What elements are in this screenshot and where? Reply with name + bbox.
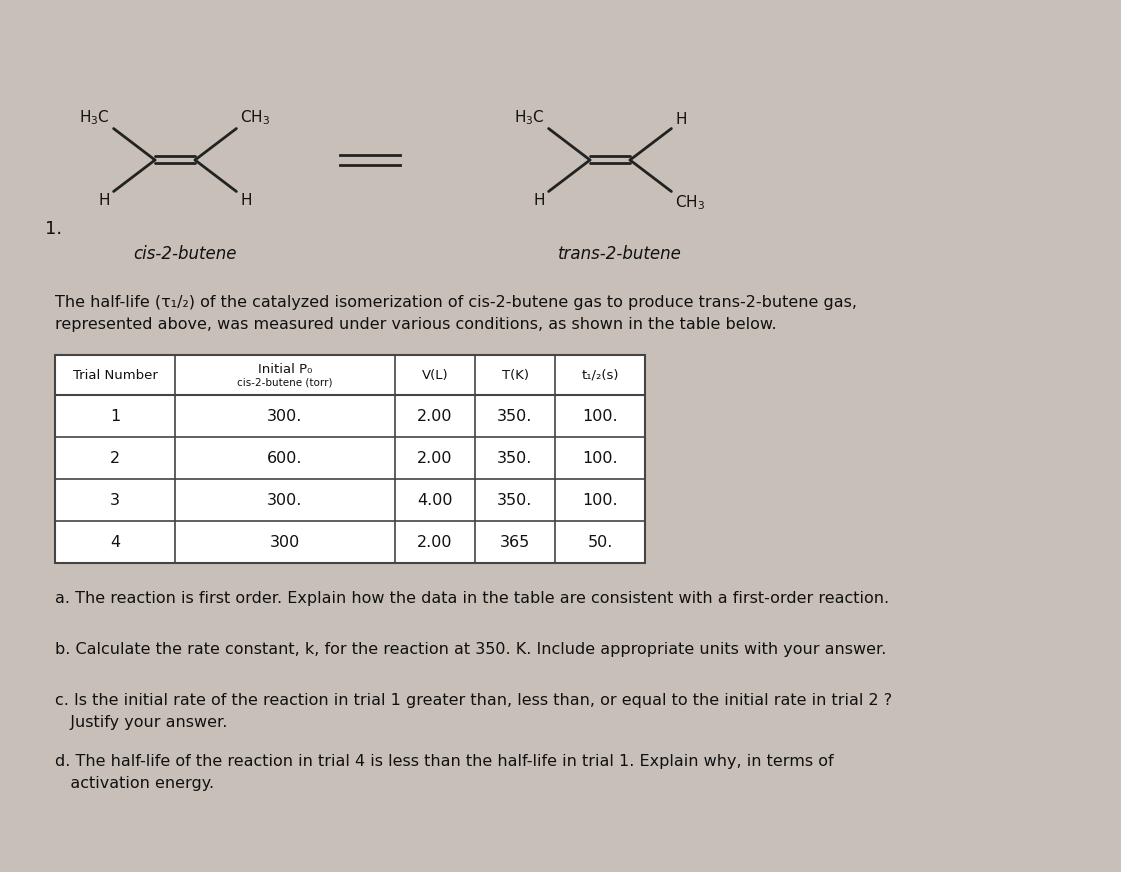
Text: H: H	[675, 112, 687, 126]
Text: trans-2-butene: trans-2-butene	[558, 245, 682, 263]
Text: 300.: 300.	[267, 493, 303, 508]
Text: 300.: 300.	[267, 408, 303, 424]
Text: c. Is the initial rate of the reaction in trial 1 greater than, less than, or eq: c. Is the initial rate of the reaction i…	[55, 693, 892, 708]
Text: 100.: 100.	[582, 408, 618, 424]
Text: $\mathregular{H_3C}$: $\mathregular{H_3C}$	[513, 108, 545, 126]
Text: 600.: 600.	[267, 451, 303, 466]
Text: d. The half-life of the reaction in trial 4 is less than the half-life in trial : d. The half-life of the reaction in tria…	[55, 754, 834, 769]
Text: $\mathregular{CH_3}$: $\mathregular{CH_3}$	[675, 194, 705, 212]
Text: T(K): T(K)	[501, 369, 528, 382]
Text: Justify your answer.: Justify your answer.	[55, 715, 228, 731]
Text: 2.00: 2.00	[417, 408, 453, 424]
Text: t₁/₂(s): t₁/₂(s)	[582, 369, 619, 382]
Text: H: H	[534, 194, 545, 208]
Text: 3: 3	[110, 493, 120, 508]
Text: 350.: 350.	[498, 493, 532, 508]
Text: H: H	[99, 194, 110, 208]
Text: 50.: 50.	[587, 535, 613, 549]
Text: cis-2-butene: cis-2-butene	[133, 245, 237, 263]
Text: H: H	[240, 194, 252, 208]
Text: 4: 4	[110, 535, 120, 549]
Text: V(L): V(L)	[421, 369, 448, 382]
Text: 1: 1	[110, 408, 120, 424]
Text: b. Calculate the rate constant, k, for the reaction at 350. K. Include appropria: b. Calculate the rate constant, k, for t…	[55, 642, 887, 657]
Text: represented above, was measured under various conditions, as shown in the table : represented above, was measured under va…	[55, 317, 777, 332]
Bar	[55, 355, 645, 563]
Text: The half-life (τ₁/₂) of the catalyzed isomerization of cis-2-butene gas to produ: The half-life (τ₁/₂) of the catalyzed is…	[55, 295, 856, 310]
Text: cis-2-butene (torr): cis-2-butene (torr)	[238, 377, 333, 387]
Text: 2.00: 2.00	[417, 451, 453, 466]
Text: Initial P₀: Initial P₀	[258, 363, 312, 376]
Text: 2.00: 2.00	[417, 535, 453, 549]
Text: activation energy.: activation energy.	[55, 776, 214, 791]
Text: 1.: 1.	[45, 220, 62, 238]
Text: 100.: 100.	[582, 451, 618, 466]
Text: 4.00: 4.00	[417, 493, 453, 508]
Text: 300: 300	[270, 535, 300, 549]
Text: 350.: 350.	[498, 451, 532, 466]
Text: $\mathregular{CH_3}$: $\mathregular{CH_3}$	[240, 108, 270, 126]
Text: 100.: 100.	[582, 493, 618, 508]
Text: a. The reaction is first order. Explain how the data in the table are consistent: a. The reaction is first order. Explain …	[55, 591, 889, 606]
Text: 350.: 350.	[498, 408, 532, 424]
Text: 365: 365	[500, 535, 530, 549]
Text: $\mathregular{H_3C}$: $\mathregular{H_3C}$	[78, 108, 110, 126]
Text: Trial Number: Trial Number	[73, 369, 157, 382]
Text: 2: 2	[110, 451, 120, 466]
